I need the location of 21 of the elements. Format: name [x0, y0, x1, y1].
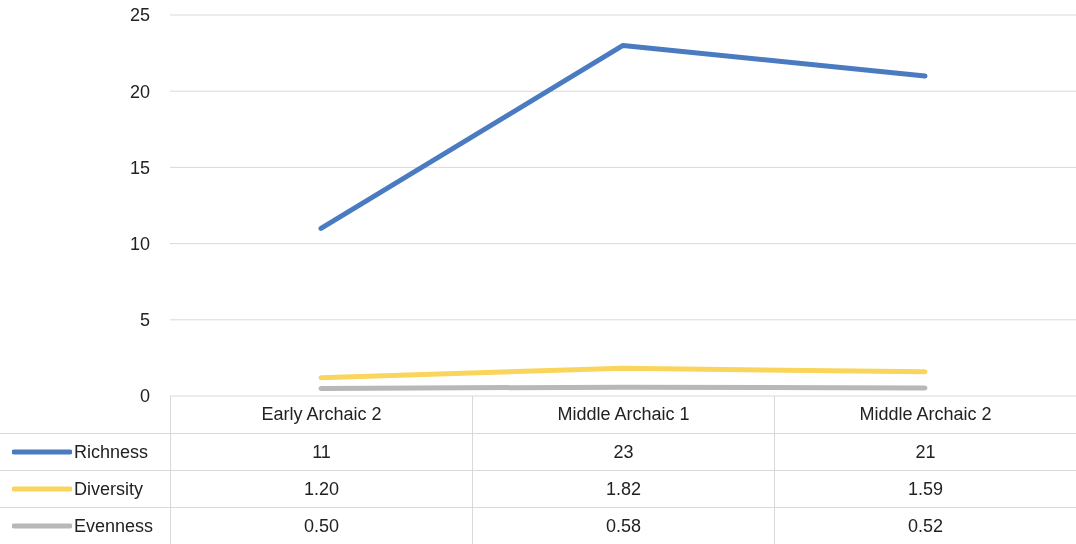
x-tick-label: Middle Archaic 1 — [472, 396, 774, 433]
y-tick-label: 15 — [129, 157, 150, 178]
data-label: 11 — [170, 433, 472, 470]
y-tick-label: 0 — [139, 386, 150, 407]
data-label: 21 — [774, 433, 1076, 470]
legend-label: Evenness — [74, 515, 154, 537]
data-label: 1.82 — [472, 470, 774, 507]
data-label: 1.59 — [774, 470, 1076, 507]
data-label: 23 — [472, 433, 774, 470]
y-tick-label: 10 — [129, 233, 150, 254]
data-label: 0.50 — [170, 507, 472, 544]
y-tick-label: 5 — [139, 310, 150, 331]
y-tick-label: 25 — [129, 5, 150, 26]
x-tick-label: Early Archaic 2 — [170, 396, 472, 433]
data-label: 0.52 — [774, 507, 1076, 544]
legend-label: Richness — [74, 441, 149, 463]
x-tick-label: Middle Archaic 2 — [774, 396, 1076, 433]
y-tick-label: 20 — [129, 81, 150, 102]
data-label: 0.58 — [472, 507, 774, 544]
legend-label: Diversity — [74, 478, 144, 500]
data-label: 1.20 — [170, 470, 472, 507]
